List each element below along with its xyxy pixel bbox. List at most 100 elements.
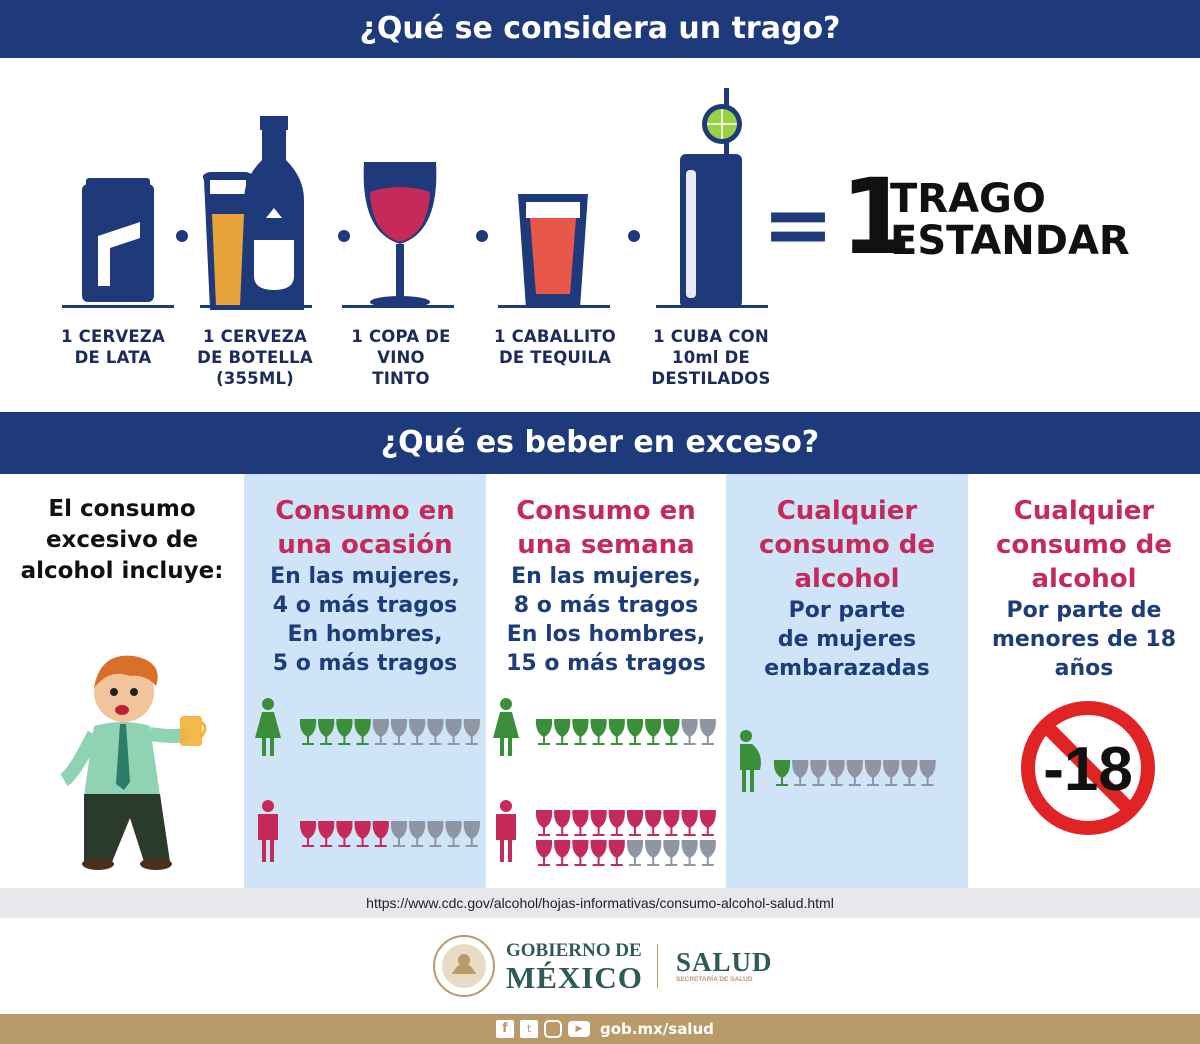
column-text: Por parte de menores de 18 años bbox=[968, 596, 1200, 683]
wine-glass-mark bbox=[390, 719, 408, 745]
drunk-man-illustration bbox=[59, 655, 207, 870]
intro-line: El consumo bbox=[48, 496, 196, 522]
caption-line: DE LATA bbox=[74, 348, 152, 367]
title-line: alcohol bbox=[794, 564, 900, 594]
text-line: embarazadas bbox=[764, 656, 930, 681]
logo-line: GOBIERNO DE bbox=[506, 940, 642, 961]
wine-glass-mark bbox=[554, 840, 571, 866]
column-text: Por parte de mujeres embarazadas bbox=[726, 596, 968, 683]
intro-column: El consumo excesivo de alcohol incluye: bbox=[0, 474, 244, 888]
wine-glass-mark bbox=[535, 840, 553, 866]
wine-glass-mark bbox=[901, 760, 918, 786]
text-line: 4 o más tragos bbox=[272, 593, 458, 618]
source-url[interactable]: https://www.cdc.gov/alcohol/hojas-inform… bbox=[0, 888, 1200, 918]
text-line: 8 o más tragos bbox=[513, 593, 699, 618]
wine-glass-mark bbox=[864, 760, 882, 786]
single-occasion-content: Consumo en una ocasión En las mujeres, 4… bbox=[244, 474, 486, 888]
text-line: En hombres, bbox=[287, 622, 443, 647]
title-line: Cualquier bbox=[776, 496, 918, 526]
footer-link[interactable]: gob.mx/salud bbox=[600, 1020, 714, 1038]
caption-line: DE TEQUILA bbox=[498, 348, 612, 367]
intro-text: El consumo excesivo de alcohol incluye: bbox=[0, 494, 244, 587]
salud-text: SALUD bbox=[676, 947, 773, 977]
title-line: Consumo en bbox=[275, 496, 455, 526]
logo-line: MÉXICO bbox=[506, 960, 643, 995]
text-line: En las mujeres, bbox=[270, 564, 460, 589]
caption-underline bbox=[656, 305, 768, 308]
drink-caption-tequila: 1 CABALLITO DE TEQUILA bbox=[480, 326, 630, 368]
column-title: Cualquier consumo de alcohol bbox=[968, 494, 1200, 596]
title-line: alcohol bbox=[1031, 564, 1137, 594]
caption-line: 1 CERVEZA bbox=[61, 327, 165, 346]
column-text: En las mujeres, 8 o más tragos En los ho… bbox=[486, 562, 726, 678]
wine-glass-mark bbox=[299, 719, 317, 745]
wine-glass-mark bbox=[663, 810, 680, 836]
caption-line: 1 CUBA CON bbox=[653, 327, 769, 346]
wine-glass-mark bbox=[828, 760, 845, 786]
twitter-icon[interactable]: t bbox=[520, 1020, 538, 1038]
wine-glass-mark bbox=[883, 760, 900, 786]
standard-drink-number: 1 bbox=[840, 156, 913, 278]
title-line: una ocasión bbox=[277, 530, 453, 560]
wine-glass-mark bbox=[445, 821, 462, 847]
source-link[interactable]: https://www.cdc.gov/alcohol/hojas-inform… bbox=[366, 895, 834, 911]
single-occasion-column bbox=[244, 474, 486, 888]
wine-glass-mark bbox=[645, 840, 662, 866]
intro-line: excesivo de bbox=[45, 527, 199, 553]
wine-glass-mark bbox=[919, 760, 936, 786]
section-title-band: ¿Qué se considera un trago? bbox=[0, 0, 1200, 58]
pregnant-content: Cualquier consumo de alcohol Por parte d… bbox=[726, 474, 968, 888]
caption-underline bbox=[62, 305, 174, 308]
caption-underline bbox=[498, 305, 610, 308]
wine-glass-mark bbox=[427, 719, 444, 745]
caption-line: DE BOTELLA bbox=[197, 348, 313, 367]
section-title: ¿Qué es beber en exceso? bbox=[380, 425, 820, 460]
label-line: ESTANDAR bbox=[890, 218, 1130, 264]
caption-line: VINO bbox=[377, 348, 425, 367]
text-line: 15 o más tragos bbox=[506, 651, 706, 676]
section-title: ¿Qué se considera un trago? bbox=[359, 11, 841, 46]
wine-glass-mark bbox=[590, 810, 607, 836]
wine-glass-mark bbox=[318, 719, 335, 745]
wine-glass-mark bbox=[699, 810, 716, 836]
wine-glass-mark bbox=[535, 719, 553, 745]
woman-icon bbox=[255, 698, 281, 756]
wine-glass-mark bbox=[572, 840, 589, 866]
minors-content: Cualquier consumo de alcohol Por parte d… bbox=[968, 474, 1200, 888]
youtube-icon[interactable]: ▶ bbox=[568, 1021, 590, 1037]
wine-glass-mark bbox=[463, 719, 480, 745]
salud-subtext: SECRETARÍA DE SALUD bbox=[676, 976, 753, 983]
text-line: En las mujeres, bbox=[511, 564, 701, 589]
text-line: menores de 18 bbox=[991, 627, 1177, 652]
wine-glass-mark bbox=[354, 821, 371, 847]
title-line: consumo de bbox=[758, 530, 936, 560]
weekly-content: Consumo en una semana En las mujeres, 8 … bbox=[486, 474, 726, 888]
column-text: En las mujeres, 4 o más tragos En hombre… bbox=[244, 562, 486, 678]
wine-glass-mark bbox=[681, 840, 698, 866]
wine-glass-mark bbox=[699, 840, 716, 866]
drinks-illustration bbox=[82, 88, 742, 310]
drink-caption-bottle: 1 CERVEZA DE BOTELLA (355ML) bbox=[180, 326, 330, 389]
wine-glass-mark bbox=[463, 821, 480, 847]
wine-glass-mark bbox=[846, 760, 863, 786]
wine-glass-mark bbox=[572, 810, 589, 836]
man-icon bbox=[496, 800, 516, 862]
cuba-glass-icon bbox=[680, 88, 742, 308]
facebook-icon[interactable]: f bbox=[496, 1020, 514, 1038]
caption-underline bbox=[342, 305, 454, 308]
column-title: Consumo en una ocasión bbox=[244, 494, 486, 562]
wine-glass-mark bbox=[445, 719, 462, 745]
wine-glass-mark bbox=[792, 760, 809, 786]
wine-glass-mark bbox=[590, 840, 607, 866]
wine-glass-mark bbox=[645, 719, 662, 745]
beer-can-icon bbox=[82, 178, 154, 302]
caption-line: TINTO bbox=[372, 369, 430, 388]
government-seal-icon bbox=[433, 935, 495, 997]
wine-glass-mark bbox=[299, 821, 317, 847]
drink-caption-can: 1 CERVEZA DE LATA bbox=[38, 326, 188, 368]
glasses-illustration bbox=[255, 698, 936, 866]
intro-line: alcohol incluye: bbox=[20, 558, 224, 584]
tequila-shot-icon bbox=[518, 194, 588, 308]
instagram-icon[interactable] bbox=[544, 1020, 562, 1038]
wine-glass-mark bbox=[663, 840, 680, 866]
